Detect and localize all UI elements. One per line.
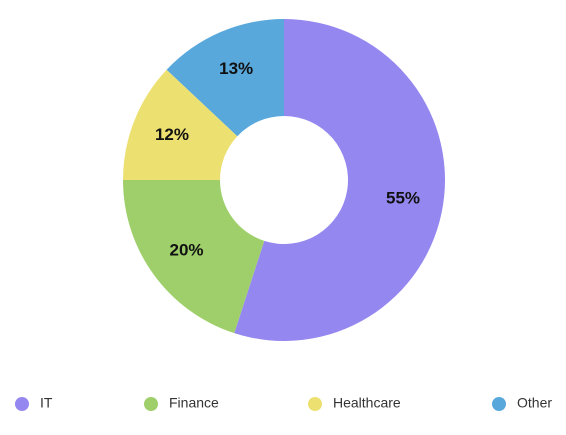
legend-marker: [144, 397, 158, 411]
value-label: 13%: [219, 59, 253, 78]
legend-marker: [308, 397, 322, 411]
legend-label: Healthcare: [333, 395, 401, 411]
legend-marker: [15, 397, 29, 411]
legend-label: Other: [517, 395, 552, 411]
legend-marker: [492, 397, 506, 411]
slice: [123, 180, 265, 334]
value-label: 20%: [169, 240, 203, 259]
slice: [123, 69, 238, 180]
legend-label: IT: [40, 395, 53, 411]
legend-label: Finance: [169, 395, 219, 411]
slice: [166, 19, 284, 137]
value-label: 55%: [386, 188, 420, 207]
slice: [234, 19, 446, 341]
value-label: 12%: [155, 125, 189, 144]
